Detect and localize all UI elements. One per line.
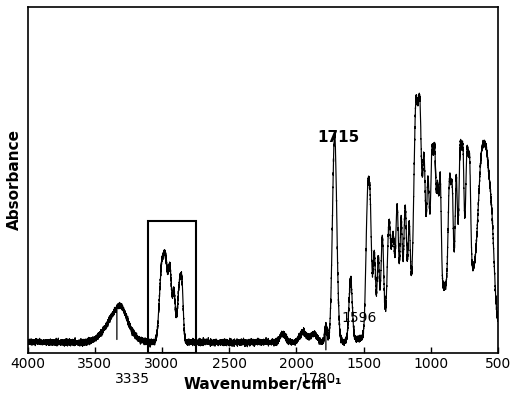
Y-axis label: Absorbance: Absorbance [7,129,22,230]
Text: 1596: 1596 [342,311,377,325]
Bar [149,221,195,353]
X-axis label: Wavenumber/cm⁻¹: Wavenumber/cm⁻¹ [183,377,342,392]
Text: 1715: 1715 [318,130,360,145]
Text: 1780: 1780 [301,371,336,386]
Text: 3335: 3335 [115,371,150,386]
